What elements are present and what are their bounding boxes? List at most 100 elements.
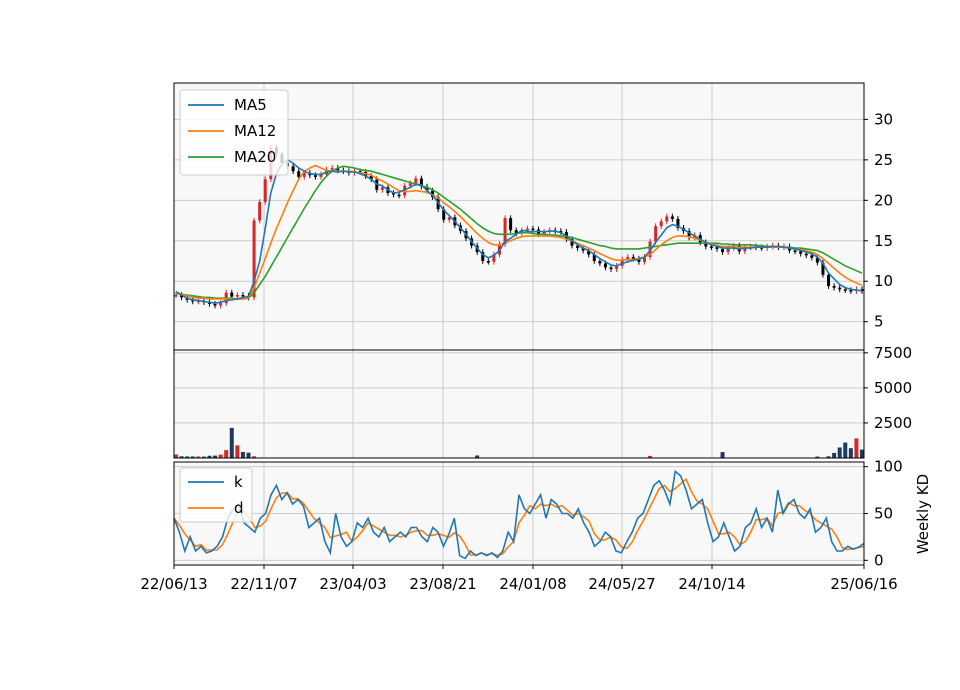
candle-body (827, 274, 831, 287)
x-tick-label: 23/08/21 (409, 575, 476, 593)
volume-bar (848, 448, 853, 458)
candle-body (442, 209, 446, 220)
volume-bar (229, 427, 234, 458)
candle-body (709, 246, 713, 248)
candle-body (715, 247, 719, 249)
candle-body (559, 231, 563, 233)
candle-body (503, 218, 507, 245)
candle-body (531, 228, 535, 231)
candle-body (191, 299, 195, 302)
volume-bar (832, 452, 837, 458)
volume-bar (843, 442, 848, 458)
candle-body (252, 220, 256, 298)
x-tick-label: 24/10/14 (678, 575, 745, 593)
candle-body (313, 175, 317, 177)
candle-body (676, 218, 680, 228)
volume-bar (815, 456, 820, 458)
candle-body (174, 294, 178, 297)
volume-ytick-label: 7500 (874, 344, 912, 362)
candle-body (821, 262, 825, 275)
candle-body (542, 231, 546, 235)
volume-bar (185, 456, 190, 458)
candle-body (514, 230, 518, 234)
candle-body (642, 256, 646, 262)
candle-body (291, 166, 295, 172)
volume-bar (720, 452, 725, 458)
volume-bar (240, 451, 245, 458)
x-tick-label: 24/01/08 (499, 575, 566, 593)
candle-body (358, 171, 362, 173)
candle-body (263, 179, 267, 202)
candle-body (615, 265, 619, 270)
kd-frame (173, 461, 865, 566)
volume-bar (196, 456, 201, 458)
candle-body (492, 254, 496, 262)
kd-panel: 0 50 100 Weekly KD kd (173, 458, 932, 569)
volume-bar (213, 455, 218, 458)
candle-body (570, 239, 574, 246)
kd-legend-label-k: k (234, 473, 243, 491)
volume-bar (207, 455, 212, 458)
candle-body (832, 286, 836, 288)
x-tick-label: 22/11/07 (230, 575, 297, 593)
price-ytick-label: 25 (874, 151, 893, 169)
price-legend-box (179, 89, 289, 176)
candle-body (815, 257, 819, 263)
candle-body (180, 294, 184, 298)
candle-body (336, 167, 340, 171)
candle-body (235, 294, 239, 297)
kd-legend: kd (179, 467, 253, 523)
candle-body (581, 248, 585, 251)
candle-body (598, 261, 602, 264)
k-line (173, 469, 865, 560)
candle-body (330, 167, 334, 170)
price-panel: 5 10 15 20 25 30 MA5 MA12 MA20 (173, 82, 893, 351)
volume-ytick-label: 2500 (874, 414, 912, 432)
ma12-line (175, 164, 863, 300)
candle-body (810, 255, 814, 258)
candle-body (397, 194, 401, 197)
candle-body (687, 231, 691, 238)
candle-body (726, 248, 730, 253)
candle-body (631, 256, 635, 259)
candle-body (603, 263, 607, 268)
candle-body (447, 217, 451, 220)
volume-bar (648, 455, 653, 458)
volume-bar (252, 456, 257, 458)
candle-body (408, 183, 412, 186)
candle-body (509, 218, 513, 231)
candle-body (302, 172, 306, 177)
kd-ytick-label: 100 (874, 458, 903, 476)
kd-legend-label-d: d (234, 499, 244, 517)
candle-body (241, 294, 245, 297)
volume-bar (190, 456, 195, 458)
volume-frame (173, 349, 865, 459)
legend-label-ma20: MA20 (234, 148, 276, 166)
kd-ytick-label: 0 (874, 551, 884, 569)
volume-bar (235, 445, 240, 458)
candle-body (392, 193, 396, 195)
kd-ylabel: Weekly KD (914, 474, 932, 554)
candle-body (297, 171, 301, 177)
volume-bar (246, 452, 251, 458)
candle-body (849, 290, 853, 292)
candle-body (380, 187, 384, 190)
volume-bar (854, 438, 859, 458)
x-tick-label: 24/05/27 (588, 575, 655, 593)
candle-body (219, 303, 223, 306)
price-ytick-label: 10 (874, 272, 893, 290)
ma5-line (175, 158, 863, 304)
legend-label-ma12: MA12 (234, 122, 276, 140)
candle-body (414, 178, 418, 184)
volume-bar (837, 447, 842, 458)
candle-body (665, 216, 669, 222)
kd-ytick-label: 50 (874, 505, 893, 523)
price-background (174, 83, 864, 350)
candle-body (592, 254, 596, 261)
candle-body (793, 250, 797, 252)
candle-body (670, 216, 674, 219)
candle-body (520, 230, 524, 234)
candle-body (230, 292, 234, 297)
candle-body (838, 287, 842, 290)
